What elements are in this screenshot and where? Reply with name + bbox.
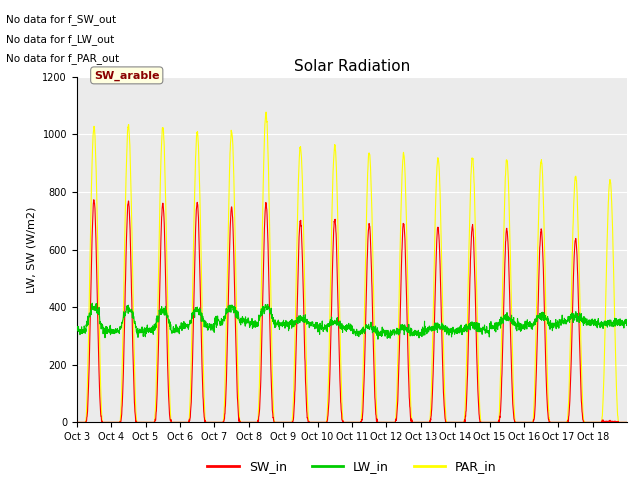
Y-axis label: LW, SW (W/m2): LW, SW (W/m2) [27,206,37,293]
Title: Solar Radiation: Solar Radiation [294,59,410,74]
Legend: SW_in, LW_in, PAR_in: SW_in, LW_in, PAR_in [202,456,502,479]
Text: No data for f_SW_out: No data for f_SW_out [6,14,116,25]
Text: No data for f_LW_out: No data for f_LW_out [6,34,115,45]
Text: SW_arable: SW_arable [94,70,159,81]
Text: No data for f_PAR_out: No data for f_PAR_out [6,53,120,64]
